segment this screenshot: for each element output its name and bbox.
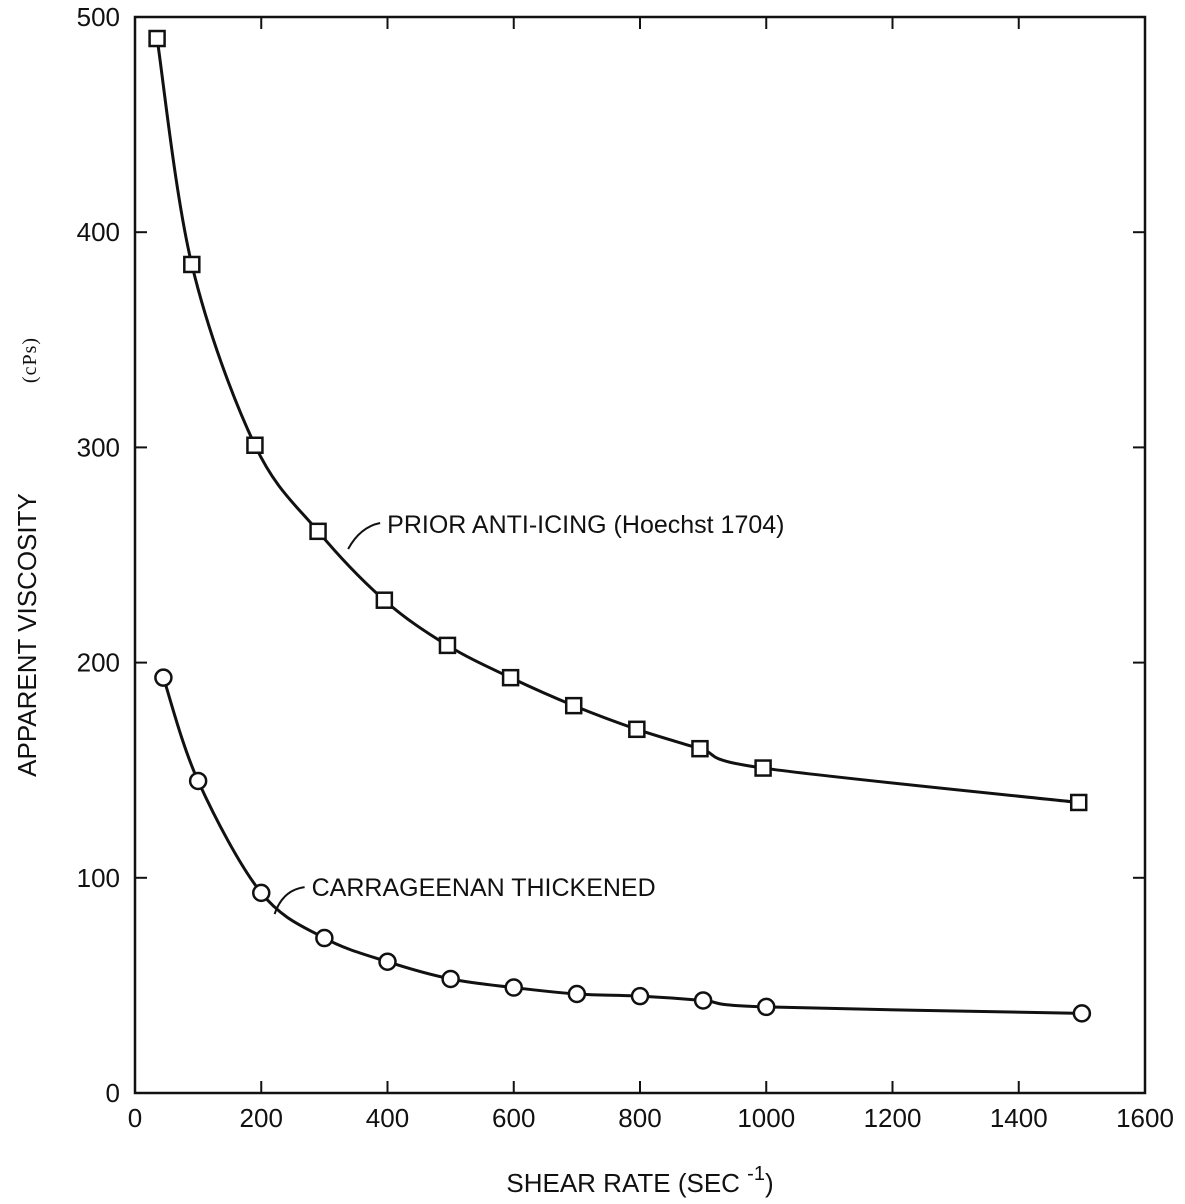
series-line-1 bbox=[161, 677, 1082, 1015]
circle-marker bbox=[1072, 1004, 1092, 1023]
square-marker bbox=[628, 720, 646, 739]
square-marker bbox=[1069, 793, 1088, 812]
annotation-label-1: CARRAGEENAN THICKENED bbox=[312, 874, 656, 902]
y-tick-label: 300 bbox=[77, 432, 120, 462]
axis-ticks: 0 200 400 600 800 1000 1200 1400 1600 0 100 200 300 4… bbox=[77, 2, 1174, 1133]
circle-marker bbox=[441, 969, 460, 989]
x-tick-label: 1000 bbox=[737, 1103, 795, 1133]
x-tick-label: 1400 bbox=[990, 1103, 1048, 1133]
square-marker bbox=[691, 739, 709, 758]
series-group bbox=[148, 29, 1092, 1023]
x-tick-label: 200 bbox=[240, 1103, 283, 1133]
y-tick-label: 200 bbox=[77, 648, 120, 678]
square-marker bbox=[183, 255, 201, 274]
circle-marker bbox=[504, 978, 523, 997]
y-axis-unit: (cPs) bbox=[19, 337, 41, 383]
plot-frame bbox=[133, 15, 1147, 1095]
x-tick-label: 400 bbox=[366, 1103, 409, 1133]
y-tick-label: 100 bbox=[77, 863, 120, 893]
circle-marker bbox=[252, 883, 271, 903]
x-tick-label: 800 bbox=[618, 1103, 661, 1133]
x-axis-label-main: SHEAR RATE (SEC bbox=[506, 1168, 747, 1198]
square-marker bbox=[375, 591, 394, 609]
annotations: PRIOR ANTI-ICING (Hoechst 1704) CARRAGEEN… bbox=[273, 511, 784, 915]
x-axis-label-superscript: -1 bbox=[747, 1163, 765, 1185]
circle-marker bbox=[693, 991, 713, 1010]
square-marker bbox=[148, 29, 166, 48]
circle-marker bbox=[567, 984, 587, 1004]
y-axis-label-group: APPARENT VISCOSITY (cPs) bbox=[12, 337, 42, 777]
y-axis-label: APPARENT VISCOSITY bbox=[12, 493, 42, 777]
annotation-leader-0 bbox=[347, 522, 381, 550]
x-tick-label: 600 bbox=[492, 1103, 535, 1133]
x-tick-label: 1200 bbox=[864, 1103, 922, 1133]
y-tick-label: 500 bbox=[77, 2, 120, 32]
square-marker bbox=[246, 436, 264, 454]
plot-border bbox=[133, 15, 1147, 1095]
annotation-leader-1 bbox=[273, 886, 305, 915]
circle-marker bbox=[757, 997, 776, 1017]
circle-marker bbox=[378, 952, 397, 971]
circle-marker bbox=[154, 668, 173, 687]
circle-marker bbox=[188, 771, 208, 791]
square-marker bbox=[564, 696, 583, 715]
axis-labels: SHEAR RATE (SEC -1) APPARENT VISCOSITY (cP… bbox=[12, 337, 774, 1198]
square-marker bbox=[438, 636, 457, 655]
x-tick-label: 0 bbox=[128, 1103, 142, 1133]
y-tick-label: 0 bbox=[106, 1078, 120, 1108]
square-marker bbox=[754, 759, 772, 777]
annotation-label-0: PRIOR ANTI-ICING (Hoechst 1704) bbox=[387, 511, 784, 539]
circle-marker bbox=[315, 928, 334, 948]
y-tick-label: 400 bbox=[77, 217, 120, 247]
x-tick-label: 1600 bbox=[1116, 1103, 1174, 1133]
circle-marker bbox=[630, 986, 650, 1006]
x-axis-label: SHEAR RATE (SEC -1) bbox=[506, 1163, 773, 1198]
series-line-0 bbox=[155, 38, 1079, 804]
square-marker bbox=[309, 522, 327, 541]
square-marker bbox=[501, 668, 520, 687]
x-axis-label-close: ) bbox=[765, 1168, 774, 1198]
